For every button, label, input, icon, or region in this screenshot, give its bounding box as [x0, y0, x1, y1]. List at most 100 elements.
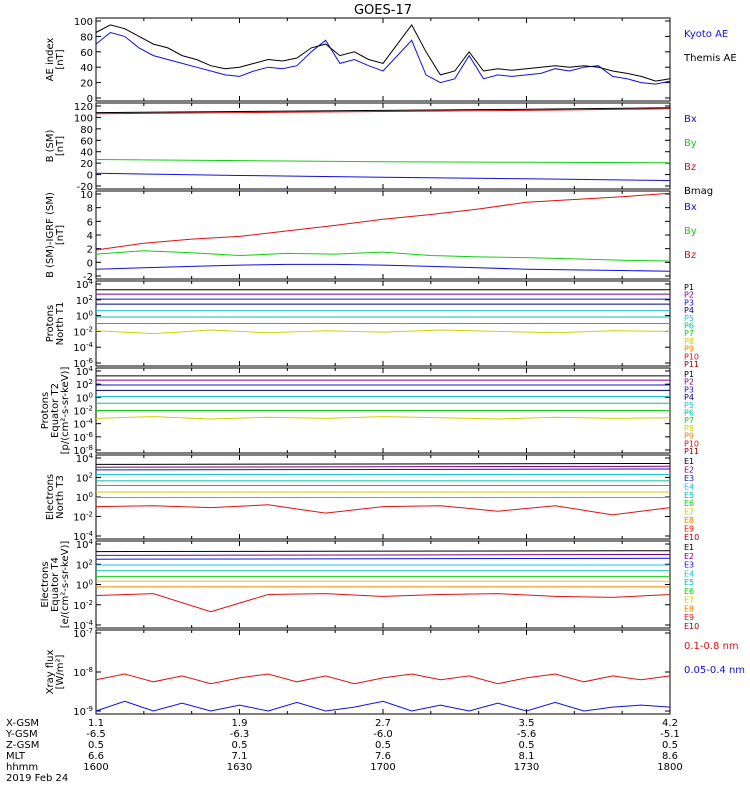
legend-entry: P5	[684, 314, 694, 323]
legend-entry: E2	[684, 465, 694, 474]
y-axis-label: ProtonsNorth T1	[45, 302, 66, 346]
legend-entry: P7	[684, 416, 694, 425]
y-tick-label: 102	[76, 558, 93, 571]
y-tick-label: 20	[80, 79, 93, 90]
y-tick-label: 104	[76, 538, 94, 551]
legend-entry: By	[684, 226, 697, 237]
panel-1: 100 80 60 40 20 0 AE index[nT] Kyoto AE Themis A…	[45, 17, 737, 105]
legend-entry: P9	[684, 345, 694, 354]
legend-entry: P1	[684, 283, 694, 292]
legend-entry: E6	[684, 587, 694, 596]
y-axis-label: ElectronsEquator T4[e/(cm²-s-sr-keV)]	[40, 541, 71, 629]
x-value: -6.5	[86, 729, 106, 740]
y-tick-label: 4	[87, 231, 93, 242]
y-axis-label: ElectronsNorth T3	[45, 474, 66, 520]
legend-entry: P11	[684, 447, 699, 456]
y-axis-label: Xray flux[W/m²]	[45, 650, 66, 695]
y-tick-label: 0	[87, 171, 93, 182]
x-value: 6.6	[88, 751, 104, 762]
x-row-label: Z-GSM	[6, 740, 39, 751]
y-tick-label: 10-2	[73, 325, 93, 338]
series-by	[95, 250, 671, 262]
x-value: 0.5	[662, 740, 678, 751]
series-bx	[95, 263, 671, 272]
y-tick-label: 120	[74, 102, 93, 113]
y-tick-label: 40	[80, 148, 93, 159]
y-tick-label: 10-7	[73, 627, 93, 640]
series-e2	[95, 554, 671, 556]
y-tick-label: 100	[74, 113, 93, 124]
panel-frame	[95, 102, 671, 190]
x-value: -5.6	[517, 729, 537, 740]
y-tick-label: 104	[76, 452, 94, 465]
y-tick-label: 10-8	[73, 444, 93, 457]
x-value: 1700	[370, 762, 395, 773]
legend-entry: E5	[684, 578, 694, 587]
y-tick-label: 10	[80, 190, 93, 201]
series-0-05-0-4-nm	[95, 700, 671, 712]
legend-entry: E9	[684, 525, 694, 534]
legend-entry: P10	[684, 439, 699, 448]
y-tick-label: 2	[87, 245, 93, 256]
legend-entry: E7	[684, 596, 694, 605]
y-tick-label: 102	[76, 378, 93, 391]
legend-entry: P5	[684, 401, 694, 410]
y-tick-label: 80	[80, 125, 93, 136]
y-tick-label: 10-4	[73, 530, 93, 543]
legend-entry: E3	[684, 474, 694, 483]
series-0-1-0-8-nm	[95, 673, 671, 685]
series-e2	[95, 465, 671, 468]
legend-entry: E9	[684, 613, 694, 622]
panel-frame	[95, 540, 671, 629]
x-value: 0.5	[88, 740, 104, 751]
legend-entry: P10	[684, 352, 699, 361]
series-bz	[95, 192, 671, 251]
x-value: -6.3	[230, 729, 250, 740]
legend-entry: E1	[684, 457, 694, 466]
legend-entry: E2	[684, 552, 694, 561]
legend-entry: Themis AE	[683, 53, 737, 64]
panel-frame	[95, 190, 671, 280]
panel-frame	[95, 17, 671, 102]
series-e9	[95, 593, 671, 613]
legend-entry: P6	[684, 409, 694, 418]
legend-entry: P2	[684, 291, 694, 300]
y-tick-label: 10-2	[73, 599, 93, 612]
legend-entry: E8	[684, 516, 694, 525]
series-e3	[95, 557, 671, 560]
x-value: 0.5	[519, 740, 535, 751]
series-kyoto-ae	[95, 31, 671, 85]
series-bx	[95, 172, 671, 181]
panel-8: 10-7 10-8 10-9 Xray flux[W/m²] 0.1-0.8 nm 0.0…	[45, 627, 745, 718]
y-tick-label: 10-4	[73, 418, 93, 431]
y-tick-label: 104	[76, 365, 94, 378]
y-tick-label: 100	[76, 310, 93, 323]
legend-entry: P1	[684, 370, 694, 379]
y-tick-label: 10-6	[73, 357, 93, 370]
legend-entry: E3	[684, 561, 694, 570]
y-tick-label: 20	[80, 159, 93, 170]
y-tick-label: 100	[76, 491, 93, 504]
y-tick-label: -20	[77, 182, 93, 193]
y-tick-label: 100	[74, 17, 93, 28]
y-tick-label: 10-6	[73, 431, 93, 444]
y-tick-label: 10-4	[73, 341, 93, 354]
x-value: 0.5	[375, 740, 391, 751]
y-tick-label: 102	[76, 294, 93, 307]
x-value: 8.1	[519, 751, 535, 762]
x-value: 1.9	[232, 718, 248, 729]
x-value: 2.7	[375, 718, 391, 729]
y-tick-label: 102	[76, 472, 93, 485]
x-value: 7.6	[375, 751, 391, 762]
legend-entry: P3	[684, 385, 694, 394]
legend-entry: 0.1-0.8 nm	[684, 641, 739, 652]
legend-entry: 0.05-0.4 nm	[684, 665, 745, 676]
legend-entry: Bz	[684, 250, 696, 261]
x-value: 1730	[514, 762, 539, 773]
x-value: 7.1	[232, 751, 248, 762]
y-tick-label: 40	[80, 63, 93, 74]
x-value: 0.5	[232, 740, 248, 751]
